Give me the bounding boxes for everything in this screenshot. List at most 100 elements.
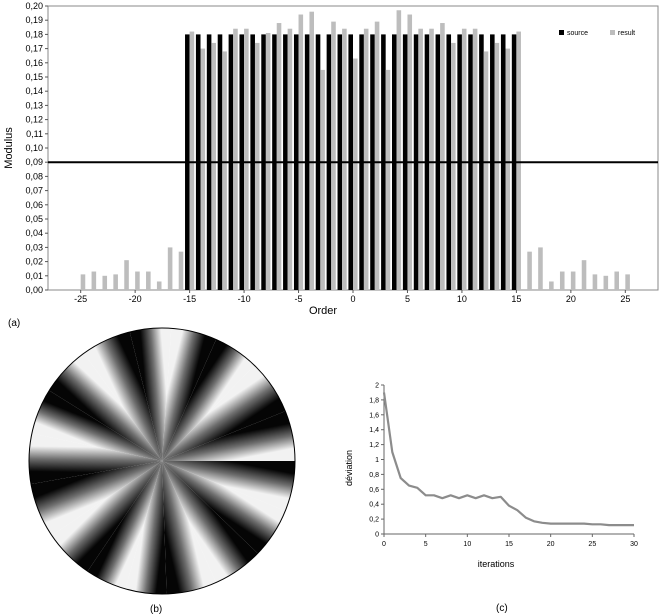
bar-result [385, 69, 391, 291]
c-y-tick-label: 1,2 [369, 442, 379, 449]
panel-a-x-ticks: -25 -20 -15 -10 -5 0 5 10 15 20 25 [74, 290, 630, 304]
legend-label-source: source [567, 30, 588, 37]
c-x-tick-label: 10 [463, 541, 471, 548]
panel-c-axes: 00,20,40,60,811,21,41,61,820 5 10 15 20 25 30 [369, 383, 638, 549]
wheel-segments [28, 328, 295, 594]
x-tick-label: 25 [620, 294, 630, 304]
bar-result [254, 42, 260, 290]
bar-result [440, 23, 445, 290]
bar-result [342, 28, 347, 290]
bar-result [625, 274, 630, 290]
wheel-segment [87, 461, 162, 589]
bar-result [167, 247, 173, 290]
wheel-segment [125, 461, 167, 594]
wheel-segment [162, 328, 217, 461]
bar-result [200, 48, 206, 290]
y-tick-label: 0,07 [25, 186, 43, 196]
panel-c-y-axis-label: déviation [344, 450, 354, 486]
wheel-segment [31, 461, 162, 536]
c-x-tick-label: 0 [382, 541, 386, 548]
bar-result [102, 275, 108, 290]
x-tick-label: -15 [183, 294, 196, 304]
y-tick-label: 0,20 [25, 1, 43, 11]
c-y-tick-label: 0,6 [369, 487, 379, 494]
bar-result [331, 21, 336, 291]
wheel-segment [49, 353, 162, 461]
wheel-segment [28, 433, 162, 485]
x-tick-label: -25 [74, 294, 87, 304]
panel-a-x-axis-label: Order [309, 305, 337, 317]
bar-result [80, 274, 86, 290]
bar-result [516, 31, 521, 291]
c-x-tick-label: 25 [588, 541, 596, 548]
c-x-tick-label: 30 [630, 541, 638, 548]
bar-result [407, 14, 413, 291]
x-tick-label: 10 [457, 294, 467, 304]
y-tick-label: 0,05 [25, 214, 43, 224]
y-tick-label: 0,19 [25, 15, 43, 25]
wheel-segment [83, 331, 162, 461]
x-tick-label: 5 [405, 294, 410, 304]
y-tick-label: 0,06 [25, 200, 43, 210]
bar-result [91, 271, 97, 290]
bar-result [276, 23, 282, 290]
y-tick-label: 0,09 [25, 157, 43, 167]
bar-result [549, 281, 554, 290]
wheel-segment [51, 461, 162, 572]
bar-result [494, 42, 500, 290]
x-tick-label: -20 [129, 294, 142, 304]
x-tick-label: -10 [238, 294, 251, 304]
bar-result [113, 274, 118, 290]
x-tick-label: 0 [350, 294, 355, 304]
bar-result [124, 260, 129, 290]
bar-result [483, 51, 489, 290]
y-tick-label: 0,08 [25, 171, 43, 181]
bar-result [527, 251, 532, 290]
c-y-tick-label: 1,8 [369, 397, 379, 404]
bar-result [156, 281, 162, 290]
y-tick-label: 0,00 [25, 285, 43, 295]
panel-a-bar-chart: 0,00 0,01 0,02 0,03 0,04 0,05 0,06 0,07 0,08 0,09… [3, 1, 659, 329]
caption-a: (a) [8, 318, 20, 329]
wheel-segment [162, 365, 286, 461]
bar-result [309, 11, 315, 291]
bar-result [287, 28, 293, 290]
y-tick-label: 0,14 [25, 86, 43, 96]
panel-c-line-chart: 00,20,40,60,811,21,41,61,820 5 10 15 20 25 30 … [344, 383, 638, 615]
wheel-segment [162, 339, 255, 461]
bar-result [298, 14, 304, 291]
bar-result [233, 28, 238, 290]
y-tick-label: 0,18 [25, 29, 43, 39]
y-tick-label: 0,10 [25, 143, 43, 153]
bar-result [614, 271, 620, 290]
y-tick-label: 0,13 [25, 100, 43, 110]
bar-result [461, 28, 467, 290]
c-y-tick-label: 1,6 [369, 412, 379, 419]
bar-result [429, 28, 434, 290]
panel-b-phase-wheel: (b) [28, 327, 296, 615]
bar-result [222, 51, 227, 290]
y-tick-label: 0,16 [25, 58, 43, 68]
bar-result [472, 28, 478, 290]
bar-result [570, 271, 576, 290]
panel-a-y-ticks: 0,00 0,01 0,02 0,03 0,04 0,05 0,06 0,07 0,08 0,09… [25, 1, 48, 295]
wheel-segment [129, 328, 172, 461]
wheel-segment [162, 461, 295, 511]
y-tick-label: 0,17 [25, 44, 43, 54]
legend-swatch-result [610, 30, 615, 35]
deviation-line [382, 392, 634, 527]
y-tick-label: 0,01 [25, 271, 43, 281]
c-y-tick-label: 0,8 [369, 472, 379, 479]
bar-result [244, 28, 249, 290]
c-y-tick-label: 1 [375, 457, 379, 464]
bar-result [505, 48, 511, 290]
y-tick-label: 0,04 [25, 228, 43, 238]
c-y-tick-label: 0,2 [369, 517, 379, 524]
y-tick-label: 0,11 [26, 129, 43, 139]
bar-result [559, 271, 565, 290]
x-tick-label: -5 [295, 294, 303, 304]
bar-result [374, 21, 380, 291]
bar-result [418, 28, 423, 290]
legend-swatch-source [559, 30, 564, 35]
c-x-tick-label: 15 [505, 541, 513, 548]
